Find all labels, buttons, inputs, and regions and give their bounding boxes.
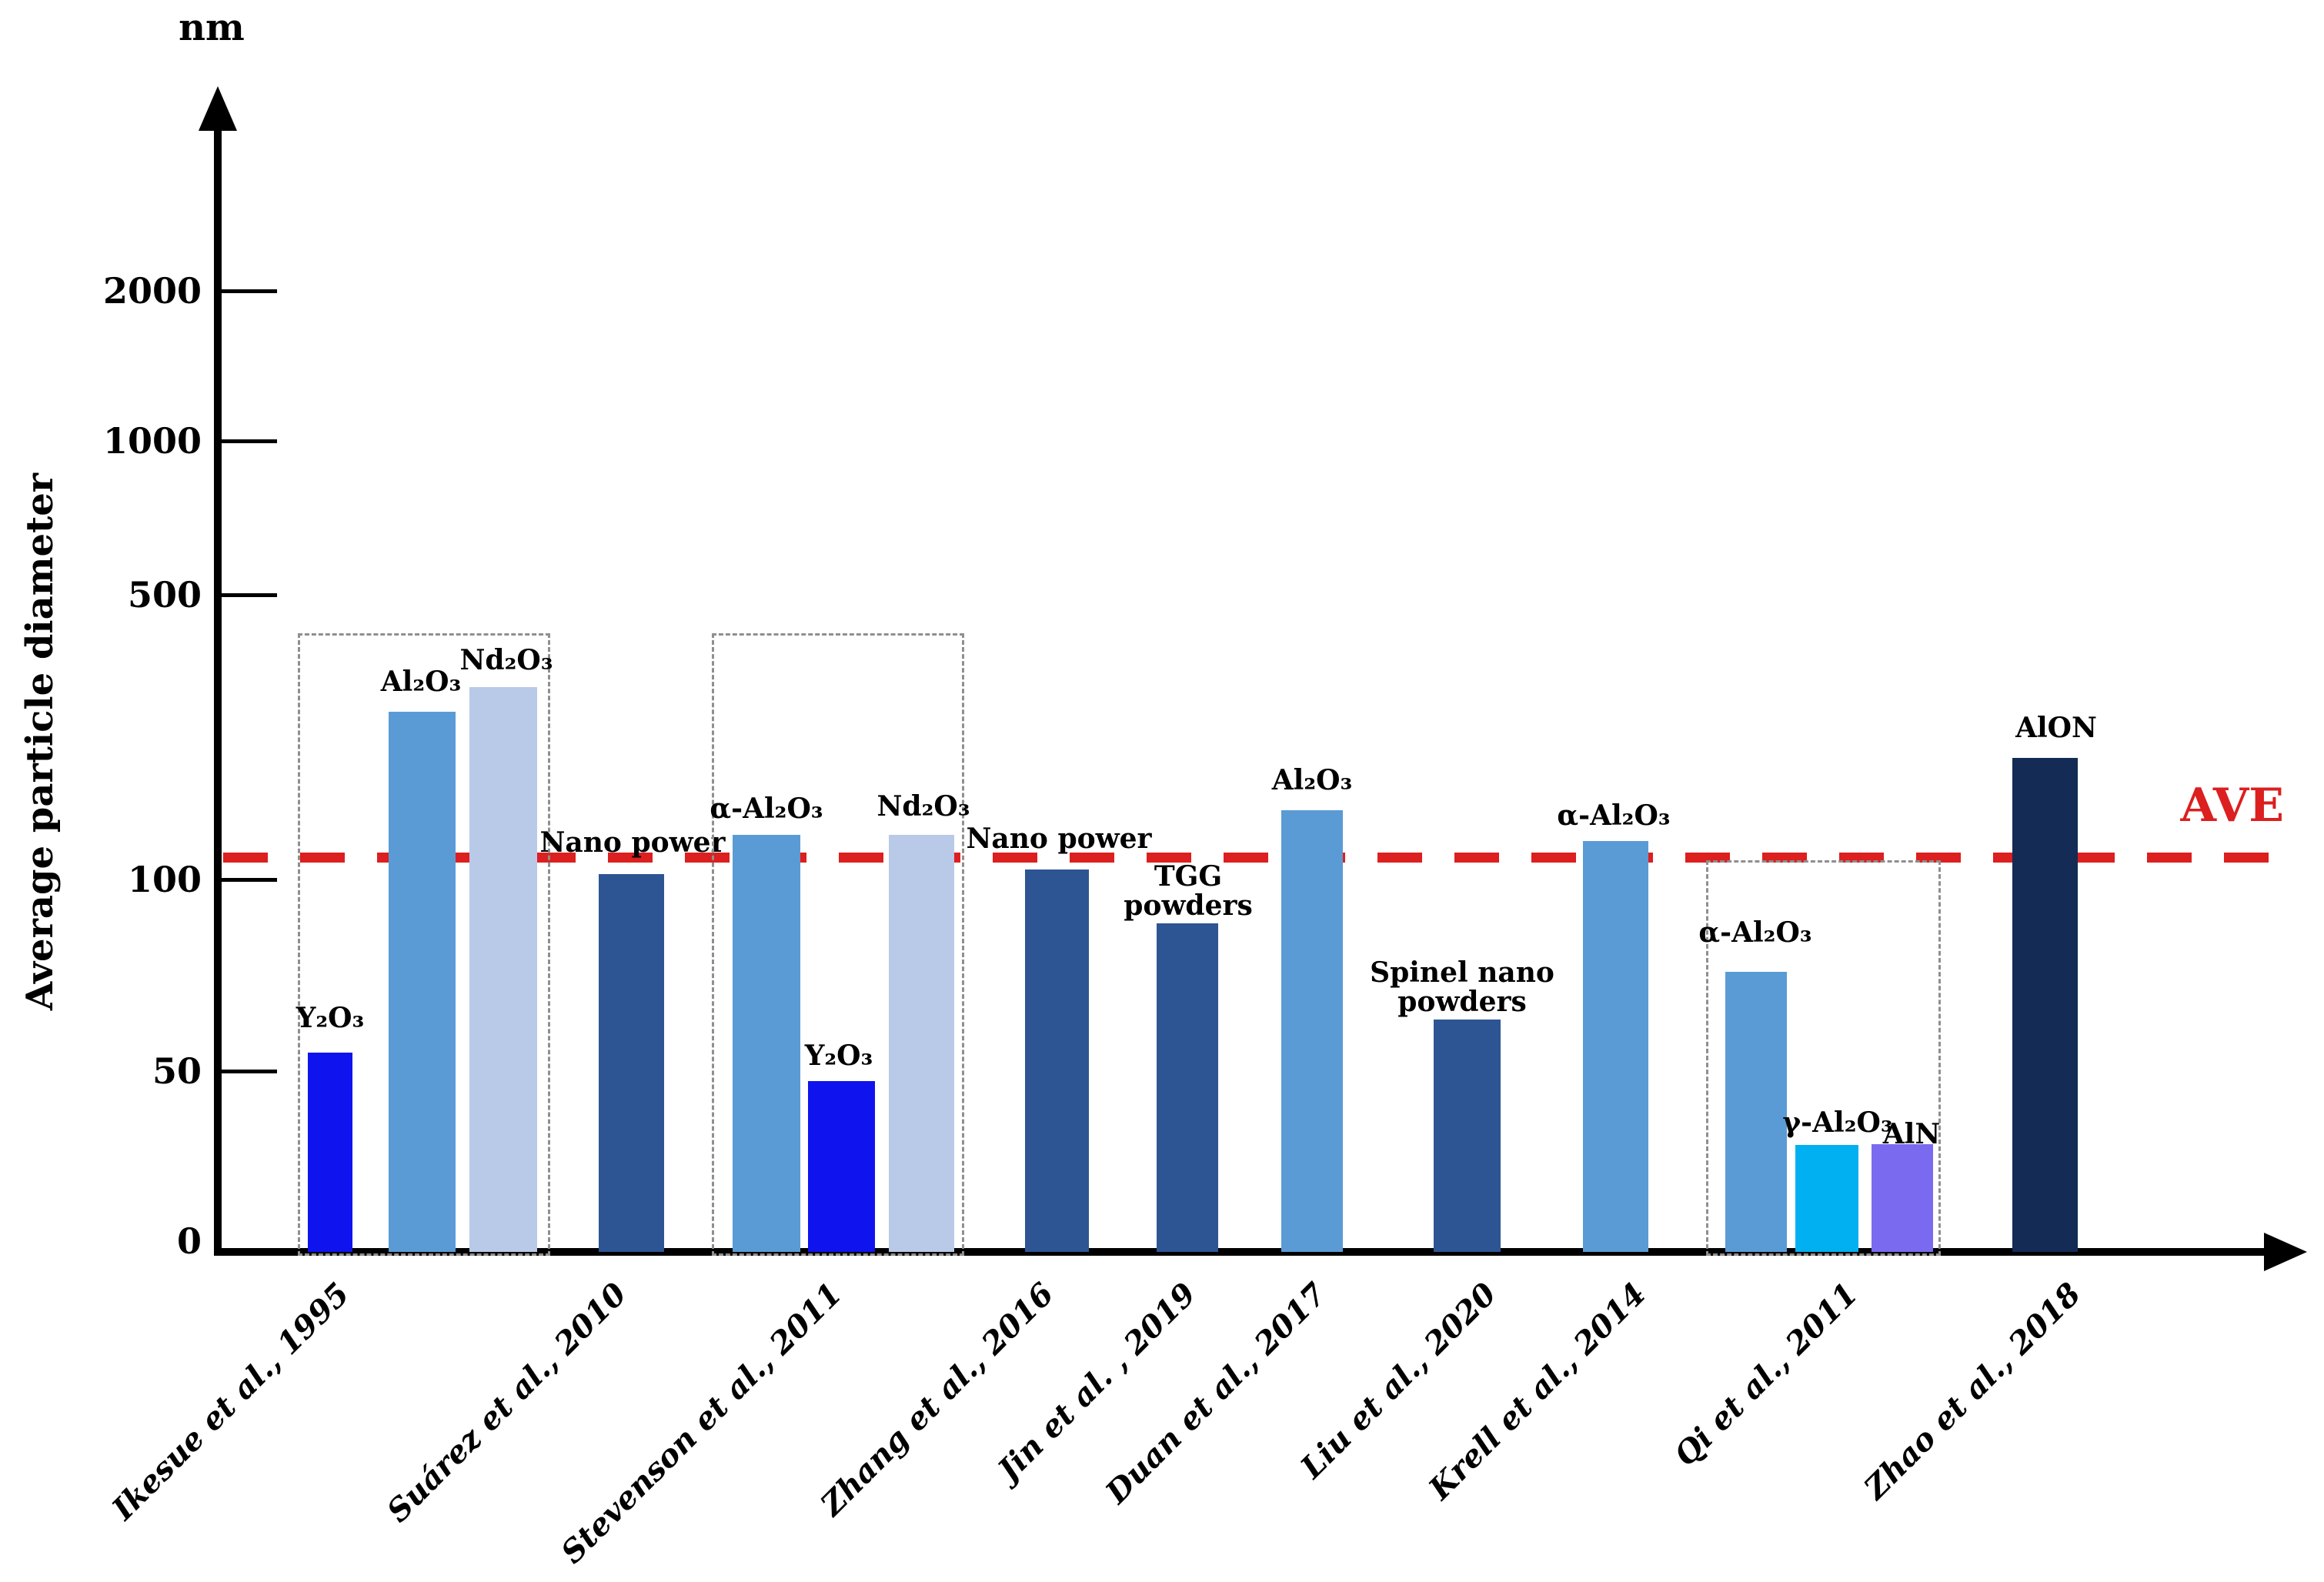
y-axis-arrow-icon [199,86,237,131]
bar-material-label: Al₂O₃ [380,666,462,698]
y-tick-mark [222,878,277,882]
bar-material-label: α-Al₂O₃ [1698,916,1812,949]
bar-material-label: Al₂O₃ [1271,764,1353,796]
bar [1583,841,1648,1252]
x-category-label: Zhang et al., 2016 [813,1276,1061,1524]
bar [1795,1145,1858,1252]
bar [889,835,954,1252]
bar [469,687,537,1252]
bar [599,874,664,1252]
x-axis-arrow-icon [2264,1233,2307,1271]
x-category-label: Ikesue et al., 1995 [105,1276,357,1527]
bar-material-label: Nano power [539,826,726,859]
y-tick-mark [222,1070,277,1073]
y-tick-label: 2000 [102,270,202,312]
bar [1025,869,1089,1252]
bar [1434,1020,1501,1252]
bar [2012,758,2078,1252]
bar-material-label: Nano power [966,823,1152,855]
y-tick-mark [222,289,277,293]
y-axis-title: Average particle diameter [18,472,62,1011]
y-tick-label: 1000 [102,420,202,462]
bar-material-label: Nd₂O₃ [459,644,553,676]
bar-material-label: α-Al₂O₃ [710,793,823,825]
bar-material-label: Y₂O₃ [296,1002,365,1034]
bar [1725,972,1787,1252]
bar [389,712,456,1252]
y-axis-line [214,115,222,1256]
x-category-label: Duan et al., 2017 [1098,1276,1334,1511]
x-category-label: Suárez et al., 2010 [379,1276,634,1530]
bar-material-label: AlN [1882,1118,1941,1150]
x-category-label: Qi et al., 2011 [1667,1276,1865,1474]
group-highlight-rect [712,633,964,1256]
bar [1281,810,1343,1252]
y-tick-label: 100 [127,859,202,900]
x-axis-line [214,1248,2270,1256]
y-tick-label: 50 [152,1050,202,1092]
group-highlight-rect [298,633,550,1256]
bar [808,1081,875,1252]
bar-material-label: γ-Al₂O₃ [1782,1106,1893,1139]
bar [1157,923,1218,1252]
bar-material-label: TGG powders [1124,860,1253,922]
y-tick-label: 0 [176,1220,202,1262]
bar [1872,1144,1933,1252]
y-tick-label: 500 [127,574,202,616]
bar [733,835,800,1252]
average-line-label: AVE [2180,779,2284,833]
bar-material-label: AlON [2015,712,2097,744]
y-tick-mark [222,439,277,443]
y-axis-unit-label: nm [179,6,245,49]
bar-material-label: Nd₂O₃ [877,790,970,823]
bar-material-label: Spinel nano powders [1370,956,1554,1018]
y-tick-mark [222,593,277,597]
x-category-label: Zhao et al., 2018 [1857,1276,2089,1507]
bar [308,1053,352,1252]
bar-material-label: α-Al₂O₃ [1557,799,1671,832]
bar-material-label: Y₂O₃ [804,1040,873,1072]
group-highlight-rect [1706,860,1941,1256]
